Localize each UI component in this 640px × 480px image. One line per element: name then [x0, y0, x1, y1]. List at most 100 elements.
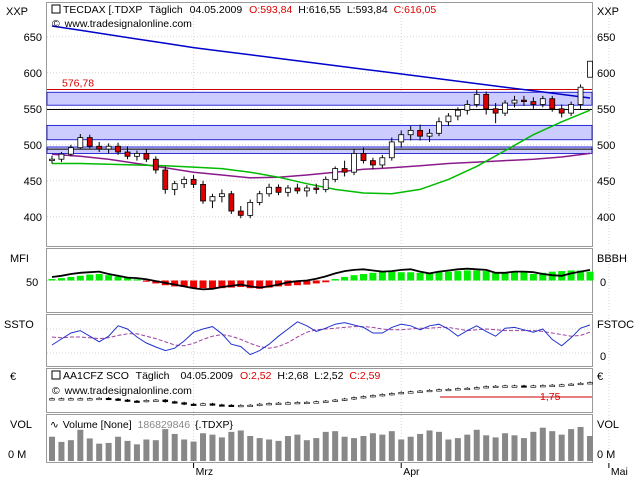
candle-body	[398, 134, 405, 143]
compare-candle	[105, 397, 112, 401]
mfi-bar	[463, 270, 471, 281]
volume-tick-left: 0 M	[8, 449, 26, 461]
compare-period: Täglich	[136, 370, 170, 382]
volume-bar	[379, 434, 386, 461]
volume-bar	[162, 429, 169, 461]
mfi-bar	[397, 272, 405, 281]
x-tick-label: Mrz	[196, 466, 214, 478]
compare-instrument: AA1CFZ SCO	[63, 370, 129, 382]
main-instrument: TECDAX [.TDXP	[63, 4, 142, 16]
candle-body	[313, 187, 320, 190]
candle-body	[58, 153, 65, 160]
volume-bar	[237, 430, 244, 461]
main-watermark-text: www.tradesignalonline.com	[64, 18, 192, 30]
compare-candle	[209, 403, 216, 406]
candle-body	[49, 158, 55, 162]
mfi-bar	[105, 275, 113, 281]
candle-body	[445, 115, 452, 123]
candles	[49, 60, 593, 219]
y-tick-label-right: 500	[597, 140, 615, 152]
compare-candle	[332, 399, 338, 402]
mfi-line	[51, 267, 591, 291]
compare-candle	[549, 384, 556, 387]
volume-bar	[577, 427, 584, 461]
compare-candle	[455, 388, 461, 391]
candle-body	[502, 102, 508, 114]
compare-candle	[96, 397, 102, 401]
volume-bar	[473, 429, 480, 461]
mfi-bar	[57, 278, 65, 281]
volume-legend: ∿ Volume [None] 186829846 {.TDXP}	[50, 419, 233, 431]
compare-candle	[351, 397, 357, 400]
volume-bar	[322, 431, 329, 461]
candle-body	[181, 178, 188, 185]
y-tick-label-left: 500	[24, 140, 42, 152]
main-open: O:593,84	[249, 4, 292, 16]
volume-legend-value: 186829846	[138, 419, 191, 431]
ssto-label: SSTO	[4, 319, 34, 331]
candle-body	[152, 158, 159, 171]
mfi-bar	[407, 272, 415, 281]
compare-candle	[200, 403, 206, 406]
x-tick-labels: Mrz Apr Mai	[193, 463, 628, 478]
mfi-bar	[416, 272, 424, 281]
volume-bar	[58, 441, 65, 461]
volume-bar	[568, 429, 575, 461]
volume-bar	[171, 433, 178, 461]
compare-candle	[162, 399, 169, 403]
volume-bar	[105, 442, 112, 461]
candle-body	[256, 193, 263, 203]
volume-bar	[143, 439, 150, 461]
highlight-bands	[46, 89, 593, 154]
compare-candle	[181, 402, 187, 405]
volume-bar	[67, 440, 74, 461]
volume-bar	[294, 434, 301, 461]
y-tick-label-left: 400	[24, 212, 42, 224]
compare-candle	[313, 401, 320, 404]
volume-bar	[266, 439, 273, 461]
mfi-bar	[67, 276, 75, 281]
compare-candle	[558, 384, 565, 387]
ma-purple-line	[51, 152, 591, 179]
volume-bar	[332, 431, 339, 461]
mfi-bar	[76, 275, 84, 281]
volume-bar	[445, 439, 452, 461]
compare-candle	[436, 389, 442, 392]
mfi-series	[47, 267, 594, 291]
candle-body	[492, 108, 499, 114]
candle-body	[332, 168, 339, 180]
mfi-bar	[227, 280, 235, 288]
compare-candle	[219, 404, 225, 407]
ssto-fast-line	[51, 321, 591, 356]
compare-candle	[304, 401, 310, 405]
main-close: C:616,05	[394, 4, 437, 16]
compare-candle	[322, 400, 329, 403]
volume-bar	[530, 431, 537, 461]
candle-body	[143, 153, 150, 160]
mfi-bar	[567, 270, 575, 281]
ma-blue-line	[51, 25, 591, 99]
mfi-bar	[303, 280, 311, 285]
candle-body	[77, 137, 84, 149]
mfi-tick-right: 0	[600, 277, 606, 289]
ma-green-line	[52, 109, 591, 195]
main-low: L:593,84	[347, 4, 388, 16]
mfi-bar	[180, 280, 188, 287]
compare-candle	[77, 398, 84, 401]
candle-body	[454, 109, 461, 117]
compare-candle	[540, 385, 546, 388]
compare-watermark-text: www.tradesignalonline.com	[64, 385, 192, 397]
compare-ref-label: 1,75	[540, 391, 561, 403]
mfi-bar	[444, 271, 452, 281]
mfi-bar	[256, 280, 264, 289]
y-tick-label-right: 450	[597, 176, 615, 188]
compare-candle	[190, 403, 197, 406]
candle-body	[228, 193, 235, 212]
mfi-bar	[331, 279, 339, 281]
candle-body	[266, 186, 272, 195]
compare-candle	[171, 401, 178, 404]
candle-body	[511, 99, 518, 104]
mfi-bar	[586, 271, 594, 281]
compare-candle	[341, 398, 348, 401]
compare-candle	[228, 404, 235, 407]
